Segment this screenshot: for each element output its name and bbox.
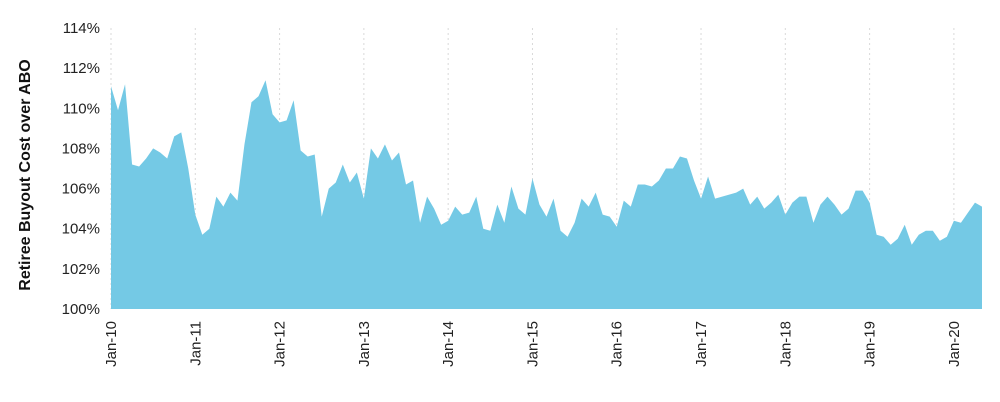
x-tick-label: Jan-11 — [187, 321, 204, 366]
y-tick-label: 114% — [63, 20, 100, 37]
x-tick-label: Jan-13 — [356, 321, 373, 367]
x-tick-label: Jan-20 — [946, 321, 963, 367]
x-tick-label: Jan-19 — [862, 321, 879, 367]
y-tick-label: 102% — [62, 261, 100, 278]
x-tick-label: Jan-12 — [272, 321, 289, 367]
y-tick-label: 100% — [62, 301, 100, 318]
x-tick-label: Jan-16 — [609, 321, 626, 367]
y-tick-label: 110% — [63, 100, 100, 117]
y-tick-label: 112% — [63, 60, 100, 77]
y-tick-label: 104% — [62, 221, 100, 238]
x-tick-label: Jan-17 — [693, 321, 710, 367]
x-tick-label: Jan-18 — [777, 321, 794, 367]
y-tick-label: 108% — [62, 140, 100, 157]
x-axis: Jan-10 Jan-11 Jan-12 Jan-13 Jan-14 Jan-15 Jan-… — [103, 321, 963, 367]
x-tick-label: Jan-10 — [103, 321, 120, 367]
y-axis: 100% 102% 104% 106% 108% 110% 112% 114% — [62, 20, 100, 318]
gridlines — [110, 28, 955, 309]
x-tick-label: Jan-15 — [524, 321, 541, 367]
area-series — [111, 80, 982, 309]
y-axis-title: Retiree Buyout Cost over ABO — [17, 59, 34, 290]
x-tick-label: Jan-14 — [440, 321, 457, 367]
y-tick-label: 106% — [62, 181, 100, 198]
